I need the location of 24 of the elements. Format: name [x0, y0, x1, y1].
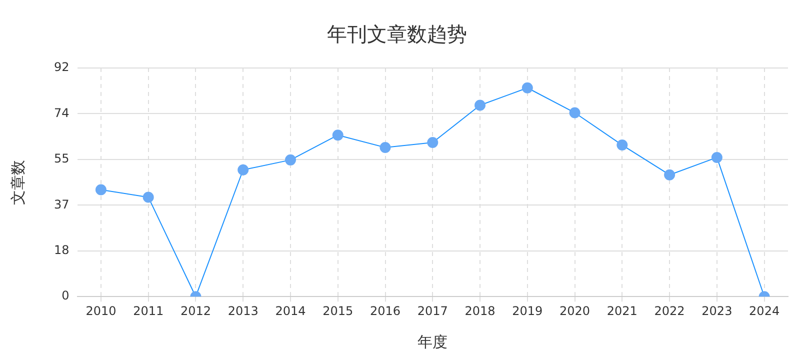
x-axis-title: 年度: [418, 332, 448, 351]
x-tick-label: 2018: [464, 304, 496, 318]
x-tick-label: 2013: [228, 304, 258, 318]
chart-title: 年刊文章数趋势: [327, 22, 467, 46]
x-tick-label: 2010: [86, 304, 116, 318]
x-tick-label: 2015: [322, 304, 354, 318]
y-axis-title: 文章数: [8, 160, 27, 205]
y-tick-label: 55: [54, 152, 70, 166]
y-tick-label: 18: [54, 243, 70, 258]
y-tick-label: 74: [54, 106, 70, 120]
x-tick-label: 2012: [180, 304, 211, 318]
x-tick-label: 2023: [702, 304, 732, 318]
x-tick-label: 2020: [560, 304, 590, 318]
y-tick-label: 0: [62, 288, 70, 303]
x-tick-label: 2016: [370, 304, 401, 318]
x-tick-label: 2019: [512, 304, 543, 318]
y-tick-label: 37: [54, 197, 70, 212]
x-tick-label: 2011: [133, 304, 164, 318]
x-tick-label: 2022: [654, 304, 685, 318]
x-tick-label: 2017: [417, 304, 448, 318]
x-tick-label: 2021: [606, 304, 638, 318]
x-tick-label: 2014: [275, 304, 306, 318]
y-tick-label: 92: [54, 60, 70, 74]
x-tick-label: 2024: [749, 304, 780, 318]
